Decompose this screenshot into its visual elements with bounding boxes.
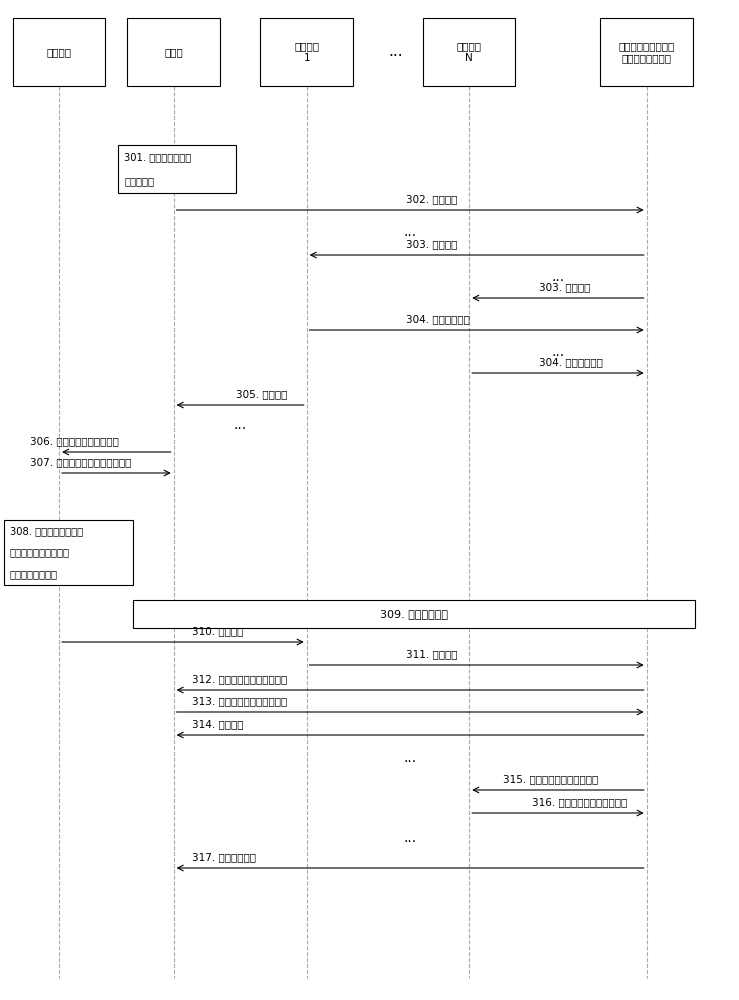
Text: 312. 用户设备上下文释放命令: 312. 用户设备上下文释放命令 <box>192 674 287 684</box>
Text: 307. 无线资源控制连接重配完成: 307. 无线资源控制连接重配完成 <box>30 457 131 467</box>
Text: 核心网（移动性管理
实体和服务网关）: 核心网（移动性管理 实体和服务网关） <box>619 41 675 63</box>
Text: 302. 切换请求: 302. 切换请求 <box>406 194 458 204</box>
Bar <box>261 18 353 86</box>
Text: 311. 切换通知: 311. 切换通知 <box>406 649 458 659</box>
Text: 315. 用户设备上下文释放命令: 315. 用户设备上下文释放命令 <box>503 774 598 784</box>
Text: 目标基站
1: 目标基站 1 <box>294 41 319 63</box>
Text: 用户设备: 用户设备 <box>47 47 72 57</box>
Bar <box>601 18 693 86</box>
Text: ...: ... <box>388 44 403 60</box>
Bar <box>128 18 220 86</box>
Text: 305. 切换命令: 305. 切换命令 <box>236 389 288 399</box>
Text: 308. 测量并进行切换判: 308. 测量并进行切换判 <box>10 526 83 536</box>
Text: 304. 切换请求应答: 304. 切换请求应答 <box>539 357 603 367</box>
Bar <box>13 18 106 86</box>
Text: 314. 切换取消: 314. 切换取消 <box>192 719 244 729</box>
Text: 313. 用户设备上下文释放完成: 313. 用户设备上下文释放完成 <box>192 696 287 706</box>
Text: 源基站: 源基站 <box>164 47 183 57</box>
Text: ...: ... <box>234 418 247 432</box>
Text: 301. 根据邻区配置选: 301. 根据邻区配置选 <box>124 152 191 162</box>
Text: 306. 无线资源控制连接重配: 306. 无线资源控制连接重配 <box>30 436 118 446</box>
Text: ...: ... <box>403 225 417 239</box>
Text: 316. 用户设备上下文释放完成: 316. 用户设备上下文释放完成 <box>532 797 627 807</box>
Text: 304. 切换请求应答: 304. 切换请求应答 <box>406 314 470 324</box>
Text: 择候选小区: 择候选小区 <box>124 176 154 186</box>
Text: ...: ... <box>403 831 417 845</box>
Bar <box>423 18 516 86</box>
Text: 决，从网络辅助信息中: 决，从网络辅助信息中 <box>10 548 69 558</box>
Text: ...: ... <box>403 751 417 765</box>
Text: 303. 切换请求: 303. 切换请求 <box>539 282 591 292</box>
Bar <box>133 600 695 628</box>
Text: 309. 下行数据反传: 309. 下行数据反传 <box>380 609 448 619</box>
Text: ...: ... <box>551 345 565 359</box>
Bar <box>118 145 236 193</box>
Text: 目标基站
N: 目标基站 N <box>457 41 482 63</box>
Bar <box>4 520 133 585</box>
Text: ...: ... <box>551 270 565 284</box>
Text: 317. 切换取消应答: 317. 切换取消应答 <box>192 852 256 862</box>
Text: 310. 切换指示: 310. 切换指示 <box>192 626 244 636</box>
Text: 303. 切换请求: 303. 切换请求 <box>406 239 458 249</box>
Text: 优选一个目标小区: 优选一个目标小区 <box>10 569 58 579</box>
